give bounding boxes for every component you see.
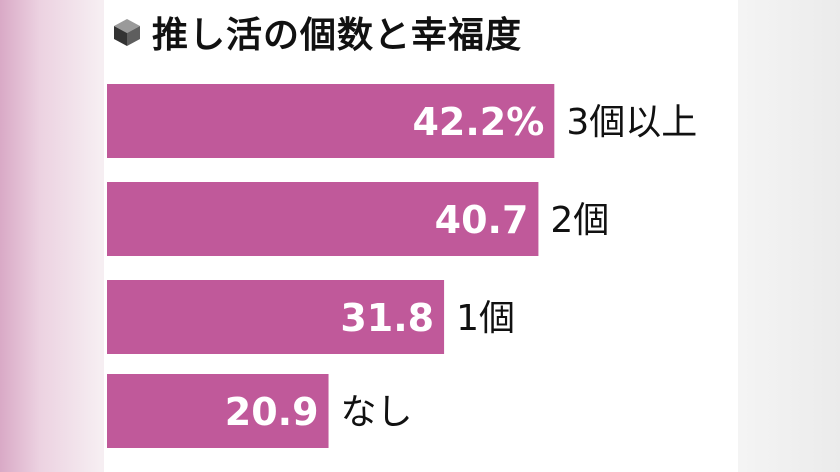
bar-2 [107, 280, 445, 354]
chart-panel: 推し活の個数と幸福度 42.2% 3個以上 40.7 2個 31.8 1個 20.9 なし [104, 0, 738, 472]
bar-chart: 42.2% 3個以上 40.7 2個 31.8 1個 20.9 なし [107, 84, 697, 448]
bar-value-label-0: 42.2% [412, 100, 544, 144]
bar-1 [107, 182, 539, 256]
bar-value-label-1: 40.7 [435, 198, 529, 242]
category-label-2: 1個 [456, 298, 515, 339]
chart-title: 推し活の個数と幸福度 [152, 15, 523, 56]
category-label-0: 3個以上 [566, 102, 697, 143]
category-label-1: 2個 [550, 200, 609, 241]
bar-value-label-2: 31.8 [340, 296, 434, 340]
category-label-3: なし [341, 392, 413, 433]
bar-3 [107, 374, 329, 448]
cube-icon [114, 19, 140, 46]
bar-value-label-3: 20.9 [225, 390, 319, 434]
bar-0 [107, 84, 555, 158]
title-row: 推し活の個数と幸福度 [112, 8, 522, 56]
